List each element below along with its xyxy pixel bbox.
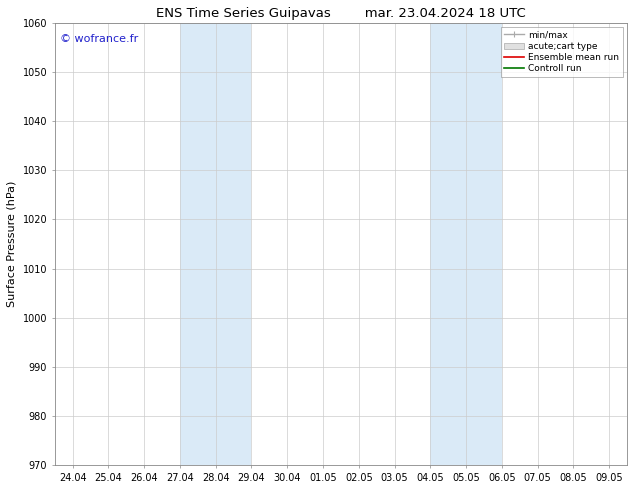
Y-axis label: Surface Pressure (hPa): Surface Pressure (hPa) <box>7 181 17 307</box>
Title: ENS Time Series Guipavas        mar. 23.04.2024 18 UTC: ENS Time Series Guipavas mar. 23.04.2024… <box>156 7 526 20</box>
Text: © wofrance.fr: © wofrance.fr <box>60 34 139 44</box>
Bar <box>430 23 502 466</box>
Bar <box>180 23 252 466</box>
Legend: min/max, acute;cart type, Ensemble mean run, Controll run: min/max, acute;cart type, Ensemble mean … <box>501 27 623 77</box>
